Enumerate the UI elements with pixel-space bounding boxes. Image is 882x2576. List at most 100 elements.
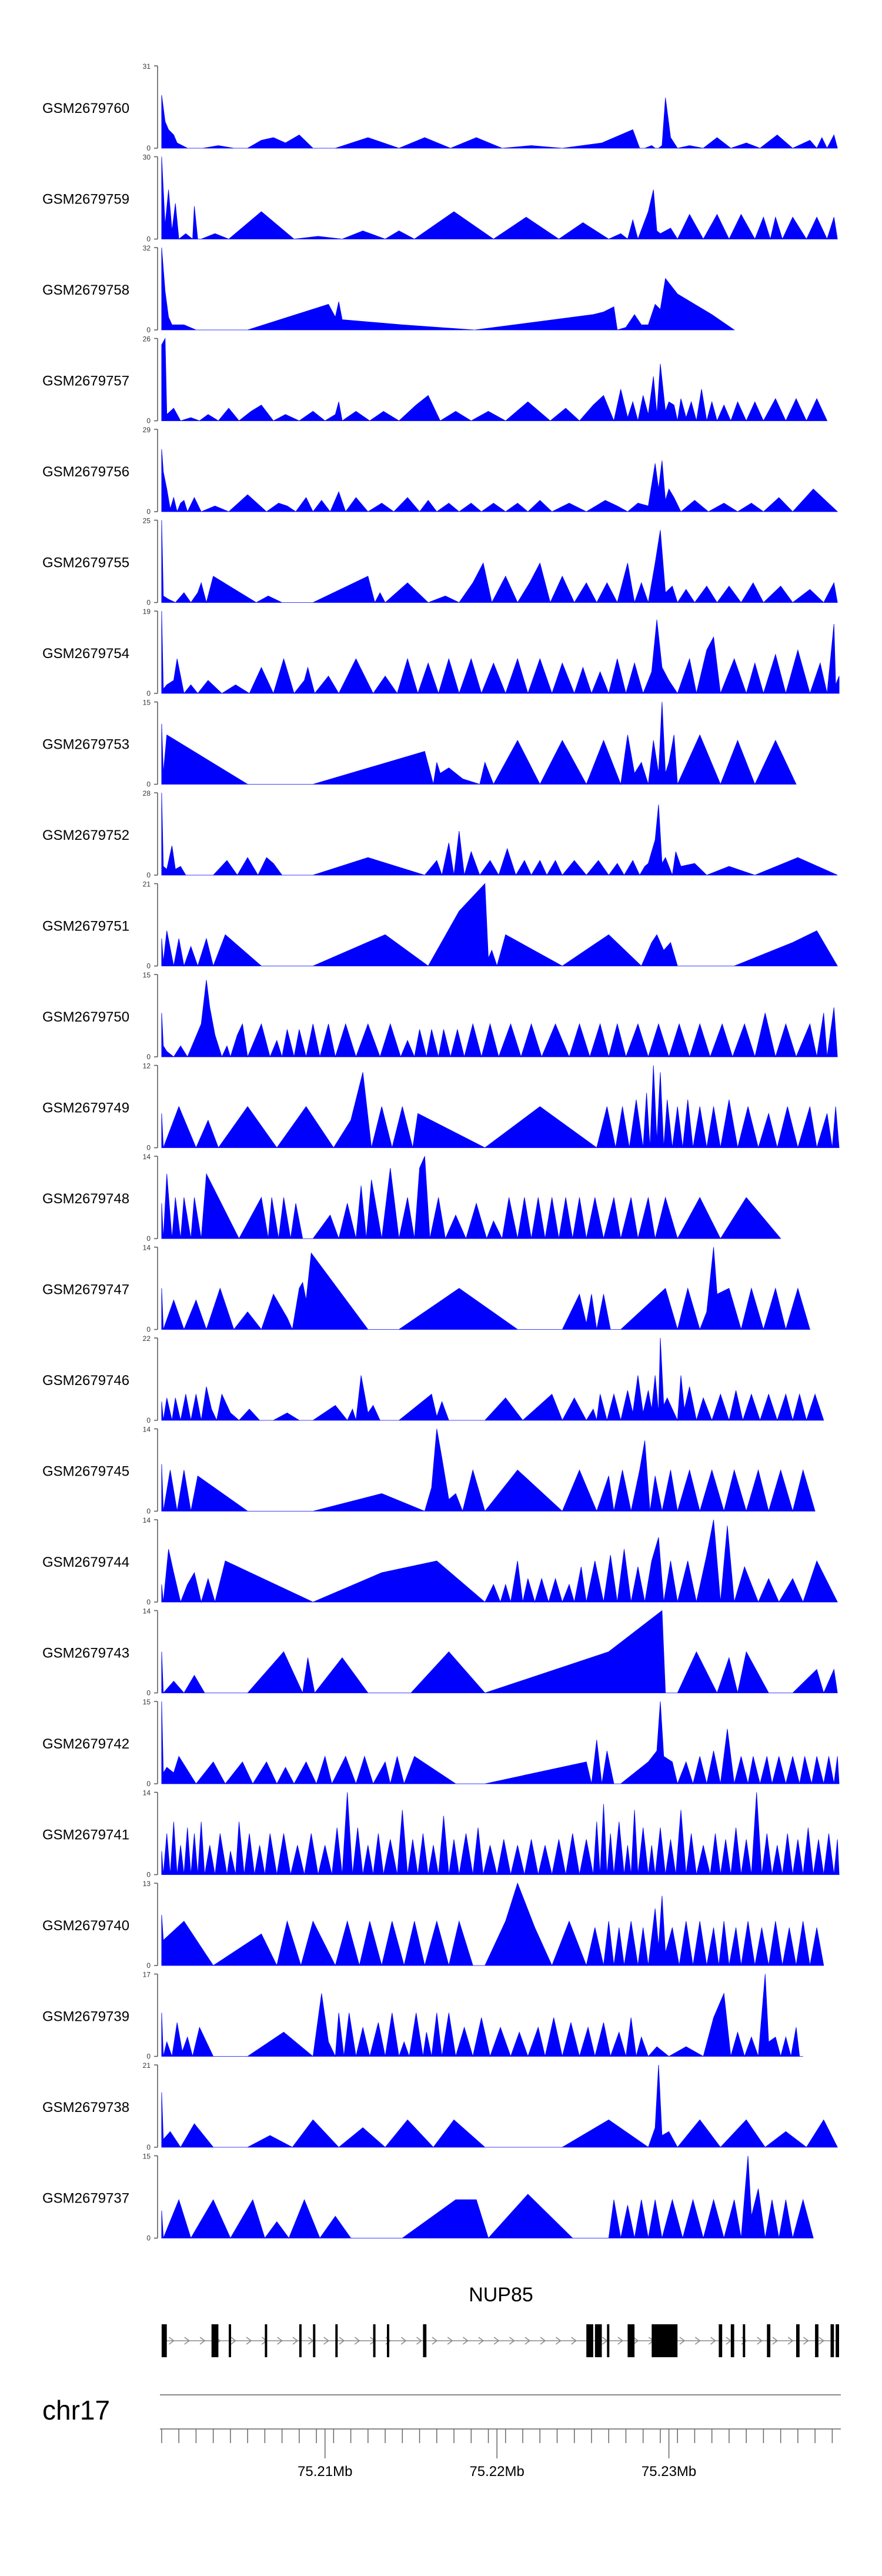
gene-exon [387, 2324, 389, 2357]
y-max-label: 28 [143, 789, 151, 798]
track-GSM2679757: GSM2679757 26 0 [42, 335, 828, 425]
track-GSM2679759: GSM2679759 30 0 [42, 154, 838, 243]
strand-arrow [432, 2337, 438, 2345]
track-label: GSM2679746 [42, 1373, 129, 1389]
gene-exon [730, 2324, 734, 2357]
coverage-area [161, 1610, 838, 1694]
y-zero-label: 0 [146, 780, 151, 789]
strand-arrow [323, 2337, 329, 2345]
track-GSM2679739: GSM2679739 17 0 [42, 1971, 803, 2061]
y-max-label: 29 [143, 426, 151, 434]
coverage-area [161, 610, 840, 695]
strand-arrow [184, 2337, 191, 2345]
coverage-area [161, 1337, 824, 1422]
coverage-area [161, 702, 797, 786]
gene-exon [211, 2324, 219, 2357]
gene-exon [299, 2324, 302, 2357]
coverage-area [161, 2064, 838, 2148]
y-max-label: 14 [143, 1516, 151, 1524]
y-max-label: 26 [143, 335, 151, 343]
y-zero-label: 0 [146, 1234, 151, 1243]
gene-model: NUP85 [161, 2284, 839, 2357]
track-GSM2679754: GSM2679754 19 0 [42, 608, 840, 698]
track-label: GSM2679753 [42, 737, 129, 753]
track-label: GSM2679756 [42, 464, 129, 480]
y-zero-label: 0 [146, 1326, 151, 1334]
y-max-label: 14 [143, 1426, 151, 1434]
strand-arrow [416, 2337, 422, 2345]
y-max-label: 30 [143, 154, 151, 162]
coverage-area [161, 980, 838, 1058]
coverage-area [161, 156, 838, 241]
coverage-area [161, 883, 838, 967]
gene-exon [652, 2324, 678, 2357]
strand-arrow [199, 2337, 206, 2345]
y-zero-label: 0 [146, 2053, 151, 2061]
track-label: GSM2679751 [42, 919, 129, 935]
axis-tick-label: 75.21Mb [298, 2464, 352, 2480]
y-zero-label: 0 [146, 1871, 151, 1879]
track-label: GSM2679744 [42, 1554, 129, 1570]
axis-tick-label: 75.22Mb [469, 2464, 524, 2480]
track-GSM2679740: GSM2679740 13 0 [42, 1880, 824, 1970]
track-GSM2679756: GSM2679756 29 0 [42, 426, 838, 516]
strand-arrow [679, 2337, 686, 2345]
track-GSM2679752: GSM2679752 28 0 [42, 789, 838, 879]
gene-exon [627, 2324, 635, 2357]
track-GSM2679760: GSM2679760 31 0 [42, 62, 838, 152]
y-max-label: 31 [143, 62, 151, 71]
gene-exon [161, 2324, 167, 2357]
coverage-area [161, 1974, 803, 2058]
y-max-label: 12 [143, 1062, 151, 1070]
gene-exon [229, 2324, 231, 2357]
track-GSM2679750: GSM2679750 15 0 [42, 971, 838, 1061]
strand-arrow [540, 2337, 546, 2345]
coverage-area [161, 1701, 840, 1785]
strand-arrow [772, 2337, 779, 2345]
strand-arrow [617, 2337, 623, 2345]
y-zero-label: 0 [146, 235, 151, 243]
y-max-label: 14 [143, 1607, 151, 1616]
gene-exon [423, 2324, 427, 2357]
coverage-area [161, 449, 838, 513]
coverage-area [161, 1882, 824, 1967]
y-zero-label: 0 [146, 2234, 151, 2243]
y-max-label: 17 [143, 1971, 151, 1979]
strand-arrow [710, 2337, 716, 2345]
y-zero-label: 0 [146, 508, 151, 516]
track-label: GSM2679754 [42, 646, 129, 662]
y-max-label: 15 [143, 1698, 151, 1706]
y-max-label: 15 [143, 2153, 151, 2161]
strand-arrow [694, 2337, 701, 2345]
strand-arrow [246, 2337, 252, 2345]
track-label: GSM2679757 [42, 373, 129, 389]
strand-arrow [277, 2337, 283, 2345]
track-GSM2679744: GSM2679744 14 0 [42, 1516, 838, 1606]
gene-exon [767, 2324, 771, 2357]
y-zero-label: 0 [146, 326, 151, 334]
strand-arrow [633, 2337, 639, 2345]
strand-arrow [524, 2337, 531, 2345]
y-zero-label: 0 [146, 144, 151, 152]
track-GSM2679737: GSM2679737 15 0 [42, 2153, 814, 2243]
y-max-label: 32 [143, 244, 151, 252]
gene-exon [815, 2324, 818, 2357]
strand-arrow [509, 2337, 515, 2345]
strand-arrow [478, 2337, 485, 2345]
track-label: GSM2679748 [42, 1191, 129, 1207]
track-label: GSM2679743 [42, 1646, 129, 1661]
y-max-label: 15 [143, 699, 151, 707]
y-zero-label: 0 [146, 1961, 151, 1970]
track-GSM2679758: GSM2679758 32 0 [42, 244, 735, 334]
strand-arrow [757, 2337, 763, 2345]
chromosome-label: chr17 [42, 2395, 110, 2425]
track-GSM2679746: GSM2679746 22 0 [42, 1334, 824, 1424]
track-GSM2679749: GSM2679749 12 0 [42, 1062, 840, 1152]
strand-arrow [555, 2337, 562, 2345]
axis-tick-label: 75.23Mb [642, 2464, 696, 2480]
track-GSM2679738: GSM2679738 21 0 [42, 2061, 838, 2151]
y-zero-label: 0 [146, 689, 151, 698]
genome-axis: chr17 75.21Mb 75.22Mb 75.23Mb [42, 2394, 841, 2480]
track-label: GSM2679739 [42, 2009, 129, 2025]
